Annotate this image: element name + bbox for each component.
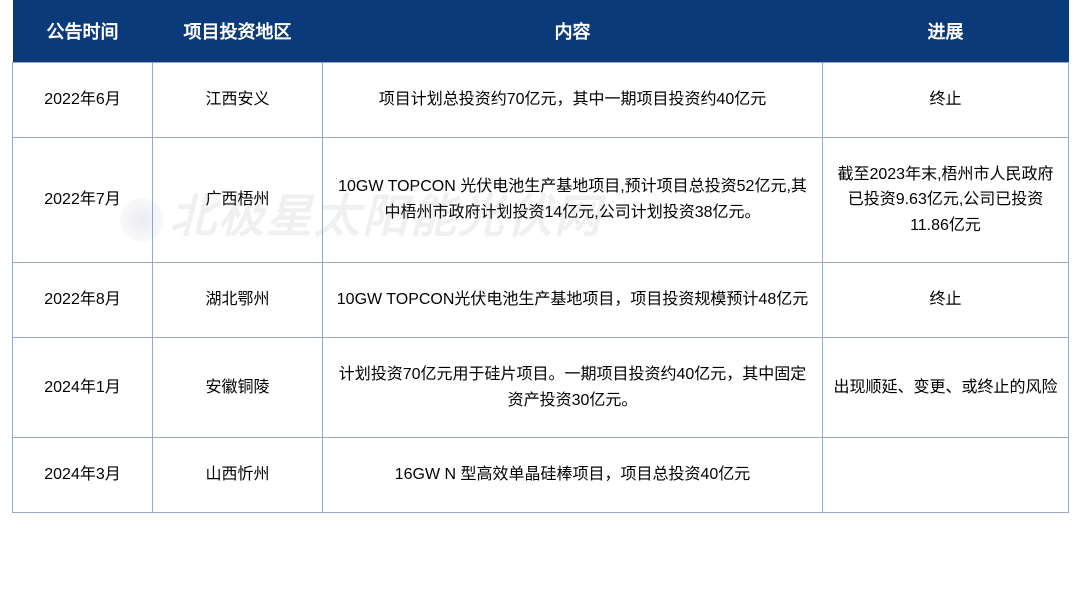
cell-region: 湖北鄂州: [153, 263, 323, 338]
investment-table-container: 北极星太阳能光伏网 公告时间 项目投资地区 内容 进展 2022年6月 江西安义…: [0, 0, 1080, 513]
col-header-time: 公告时间: [13, 0, 153, 63]
cell-time: 2022年8月: [13, 263, 153, 338]
table-row: 2022年7月 广西梧州 10GW TOPCON 光伏电池生产基地项目,预计项目…: [13, 137, 1069, 263]
cell-time: 2024年1月: [13, 337, 153, 437]
cell-time: 2022年7月: [13, 137, 153, 263]
cell-time: 2024年3月: [13, 438, 153, 513]
col-header-progress: 进展: [823, 0, 1069, 63]
cell-region: 山西忻州: [153, 438, 323, 513]
table-row: 2022年8月 湖北鄂州 10GW TOPCON光伏电池生产基地项目，项目投资规…: [13, 263, 1069, 338]
table-row: 2024年1月 安徽铜陵 计划投资70亿元用于硅片项目。一期项目投资约40亿元，…: [13, 337, 1069, 437]
cell-content: 计划投资70亿元用于硅片项目。一期项目投资约40亿元，其中固定资产投资30亿元。: [323, 337, 823, 437]
cell-content: 项目计划总投资约70亿元，其中一期项目投资约40亿元: [323, 63, 823, 138]
cell-content: 10GW TOPCON 光伏电池生产基地项目,预计项目总投资52亿元,其中梧州市…: [323, 137, 823, 263]
cell-region: 广西梧州: [153, 137, 323, 263]
cell-content: 16GW N 型高效单晶硅棒项目，项目总投资40亿元: [323, 438, 823, 513]
cell-region: 江西安义: [153, 63, 323, 138]
table-header-row: 公告时间 项目投资地区 内容 进展: [13, 0, 1069, 63]
col-header-region: 项目投资地区: [153, 0, 323, 63]
cell-content: 10GW TOPCON光伏电池生产基地项目，项目投资规模预计48亿元: [323, 263, 823, 338]
cell-time: 2022年6月: [13, 63, 153, 138]
cell-progress: [823, 438, 1069, 513]
table-row: 2022年6月 江西安义 项目计划总投资约70亿元，其中一期项目投资约40亿元 …: [13, 63, 1069, 138]
investment-table: 公告时间 项目投资地区 内容 进展 2022年6月 江西安义 项目计划总投资约7…: [12, 0, 1069, 513]
cell-progress: 终止: [823, 263, 1069, 338]
table-row: 2024年3月 山西忻州 16GW N 型高效单晶硅棒项目，项目总投资40亿元: [13, 438, 1069, 513]
col-header-content: 内容: [323, 0, 823, 63]
cell-region: 安徽铜陵: [153, 337, 323, 437]
cell-progress: 终止: [823, 63, 1069, 138]
cell-progress: 出现顺延、变更、或终止的风险: [823, 337, 1069, 437]
cell-progress: 截至2023年末,梧州市人民政府已投资9.63亿元,公司已投资11.86亿元: [823, 137, 1069, 263]
